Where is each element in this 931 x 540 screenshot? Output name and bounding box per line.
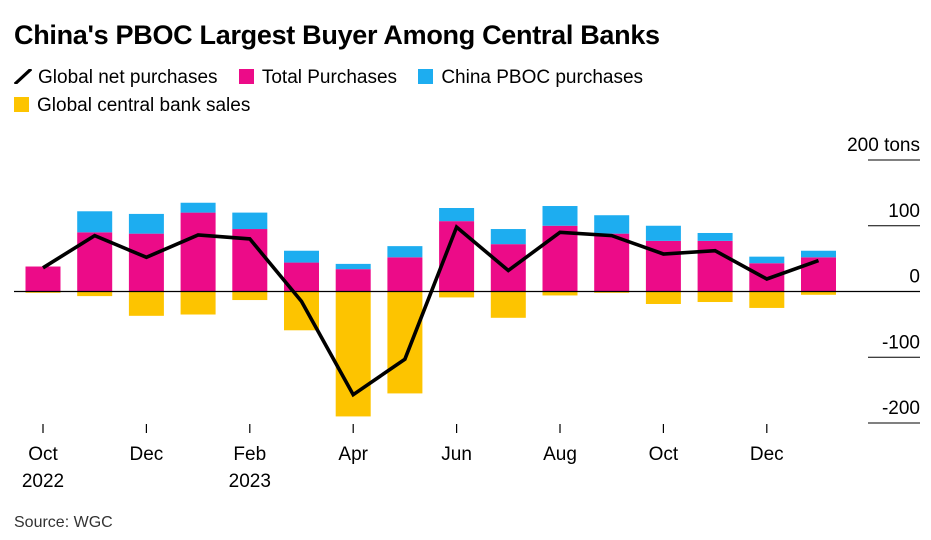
bar-global-central-bank-sales [387,291,423,394]
source-note: Source: WGC [14,514,113,531]
bar-china-pboc-purchases [645,225,681,241]
x-tick-label: Oct [649,444,679,465]
chart-plot: 200 tons 100 0 -100 -200 Oct 2022 Dec Feb 2023 Apr… [14,135,920,492]
bar-china-pboc-purchases [128,213,164,234]
legend-item-total-purchases: Total Purchases [238,64,398,92]
bar-total-purchases [25,266,61,292]
chart-title: China's PBOC Largest Buyer Among Central… [14,20,660,50]
legend-line-icon [14,69,32,84]
y-tick-label: -100 [882,332,920,353]
y-tick-label: 0 [909,267,920,288]
bar-global-central-bank-sales [25,291,61,293]
bar-china-pboc-purchases [490,229,526,245]
legend: Global net purchases Total Purchases Chi… [14,64,754,120]
bar-china-pboc-purchases [387,246,423,258]
bar-china-pboc-purchases [697,232,733,241]
legend-item-central-bank-sales: Global central bank sales [14,92,250,120]
y-tick-label: 200 tons [847,135,920,156]
bar-total-purchases [387,257,423,292]
x-tick-label: 2022 [22,471,64,492]
bar-china-pboc-purchases [542,206,578,226]
x-tick-label: Dec [130,444,164,465]
bar-global-central-bank-sales [749,291,785,308]
bar-china-pboc-purchases [77,211,113,233]
x-tick-label: Feb [233,444,266,465]
legend-label: Total Purchases [261,67,398,88]
x-tick-label: Apr [338,444,368,465]
legend-swatch-icon [238,69,254,84]
bar-global-central-bank-sales [128,291,164,316]
bar-china-pboc-purchases [335,263,371,270]
bar-china-pboc-purchases [180,202,216,213]
bar-global-central-bank-sales [180,291,216,315]
x-tick-label: Dec [750,444,784,465]
bar-global-central-bank-sales [335,291,371,417]
bar-global-central-bank-sales [542,291,578,296]
legend-item-pboc-purchases: China PBOC purchases [418,64,643,92]
legend-swatch-icon [14,97,29,112]
bar-china-pboc-purchases [801,250,836,258]
bar-global-central-bank-sales [490,291,526,318]
bar-total-purchases [335,269,371,292]
legend-label: Global net purchases [38,67,218,88]
x-tick-label: Oct [28,444,58,465]
x-tick-label: 2023 [229,471,271,492]
bar-global-central-bank-sales [439,291,475,298]
bar-total-purchases [697,240,733,292]
y-tick-label: -200 [882,398,920,419]
net-purchases-line [42,224,820,398]
legend-item-net-purchases: Global net purchases [14,64,218,92]
bar-total-purchases [594,233,630,292]
bar-total-purchases [490,244,526,292]
legend-swatch-icon [418,69,434,84]
bar-china-pboc-purchases [284,250,319,263]
bar-global-central-bank-sales [232,291,268,301]
bar-total-purchases [180,212,216,292]
bar-global-central-bank-sales [801,291,836,295]
y-tick-label: 100 [888,201,920,222]
bar-china-pboc-purchases [594,215,630,234]
x-tick-label: Jun [441,444,472,465]
legend-label: China PBOC purchases [441,67,644,88]
bar-china-pboc-purchases [232,212,268,230]
bar-total-purchases [128,233,164,292]
bar-china-pboc-purchases [439,207,475,222]
x-tick-label: Aug [543,444,577,465]
legend-label: Global central bank sales [37,95,251,116]
bar-global-central-bank-sales [697,291,733,303]
bar-china-pboc-purchases [749,256,785,264]
bar-global-central-bank-sales [77,291,113,297]
bar-total-purchases [542,225,578,292]
bar-global-central-bank-sales [645,291,681,304]
bar-global-central-bank-sales [594,291,630,293]
